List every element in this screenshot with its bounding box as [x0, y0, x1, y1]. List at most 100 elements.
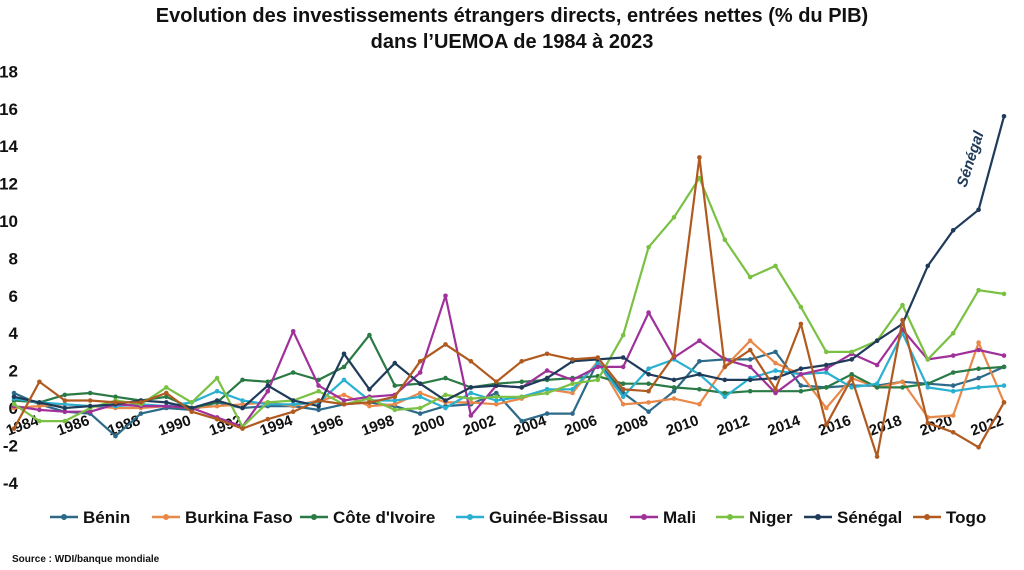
- series-niger: [11, 175, 1007, 430]
- legend-marker: [311, 514, 317, 520]
- legend-item: Togo: [913, 508, 986, 527]
- x-tick-label: 2010: [664, 412, 701, 439]
- legend-marker: [467, 514, 473, 520]
- data-point: [113, 400, 118, 405]
- data-point: [468, 359, 474, 364]
- source-note: Source : WDI/banque mondiale: [12, 554, 160, 565]
- data-point: [1001, 114, 1007, 119]
- data-point: [570, 377, 575, 383]
- data-point: [773, 375, 778, 381]
- data-point: [443, 398, 448, 403]
- data-point: [87, 403, 93, 409]
- data-point: [697, 359, 702, 364]
- data-point: [265, 400, 271, 405]
- data-point: [646, 409, 651, 415]
- data-point: [392, 398, 398, 403]
- data-point: [646, 372, 651, 377]
- data-point: [341, 392, 347, 398]
- data-point: [722, 394, 728, 400]
- chart-subtitle: dans l’UEMOA de 1984 à 2023: [370, 31, 654, 53]
- data-point: [950, 353, 956, 358]
- data-point: [62, 398, 68, 403]
- data-point: [773, 368, 778, 373]
- data-point: [824, 366, 829, 372]
- data-point: [824, 385, 829, 390]
- data-point: [494, 383, 499, 388]
- legend-item: Mali: [630, 508, 696, 527]
- data-point: [240, 426, 245, 431]
- data-point: [950, 383, 956, 388]
- x-tick-label: 2016: [816, 412, 853, 439]
- data-point: [87, 398, 93, 403]
- data-point: [290, 409, 296, 415]
- data-point: [798, 366, 804, 372]
- data-point: [417, 370, 423, 375]
- annotation: Sénégal: [954, 128, 988, 189]
- data-point: [417, 381, 423, 387]
- data-point: [37, 379, 42, 385]
- data-point: [62, 409, 68, 415]
- chart-title: Evolution des investissements étrangers …: [155, 5, 869, 27]
- legend-label: Mali: [663, 508, 696, 527]
- data-point: [417, 394, 423, 400]
- data-point: [925, 263, 931, 269]
- data-point: [722, 377, 728, 383]
- data-point: [240, 398, 245, 403]
- data-point: [164, 385, 169, 390]
- data-point: [494, 379, 499, 385]
- data-point: [671, 215, 677, 220]
- data-point: [417, 411, 423, 416]
- data-point: [468, 390, 474, 396]
- data-point: [316, 407, 321, 413]
- legend-label: Niger: [749, 508, 793, 527]
- data-point: [544, 387, 550, 392]
- legend-marker: [61, 514, 67, 520]
- series-s-n-gal: [11, 114, 1007, 411]
- data-point: [62, 402, 68, 407]
- data-point: [240, 402, 245, 407]
- data-point: [290, 329, 296, 334]
- data-point: [950, 228, 956, 233]
- data-point: [874, 454, 880, 459]
- legend-marker: [163, 514, 169, 520]
- data-point: [595, 360, 601, 366]
- data-point: [773, 349, 778, 355]
- data-point: [494, 398, 499, 403]
- data-point: [570, 411, 575, 416]
- data-point: [1001, 291, 1007, 297]
- data-point: [544, 375, 550, 381]
- data-point: [646, 366, 651, 372]
- data-point: [1001, 353, 1007, 358]
- series-togo: [11, 155, 1007, 459]
- data-point: [824, 349, 829, 355]
- data-point: [164, 390, 169, 396]
- data-point: [417, 390, 423, 396]
- data-point: [87, 390, 93, 396]
- series-lines: [11, 114, 1007, 459]
- data-point: [620, 402, 626, 407]
- data-point: [164, 400, 169, 405]
- y-tick-label: 10: [0, 212, 18, 231]
- data-point: [747, 388, 753, 394]
- data-point: [519, 379, 524, 385]
- data-point: [138, 400, 144, 405]
- data-point: [570, 387, 575, 392]
- data-point: [824, 405, 829, 411]
- data-point: [1001, 364, 1007, 370]
- data-point: [620, 332, 626, 338]
- y-tick-label: 6: [9, 287, 18, 306]
- data-point: [824, 370, 829, 375]
- data-point: [747, 338, 753, 344]
- data-point: [519, 394, 524, 400]
- data-point: [849, 372, 854, 377]
- legend-label: Togo: [946, 508, 986, 527]
- x-tick-label: 2022: [968, 412, 1005, 439]
- data-point: [773, 360, 778, 366]
- data-point: [316, 388, 321, 394]
- data-point: [671, 396, 677, 401]
- data-point: [214, 388, 220, 394]
- data-point: [595, 377, 601, 383]
- data-point: [976, 385, 981, 390]
- data-point: [189, 409, 194, 415]
- data-point: [468, 385, 474, 390]
